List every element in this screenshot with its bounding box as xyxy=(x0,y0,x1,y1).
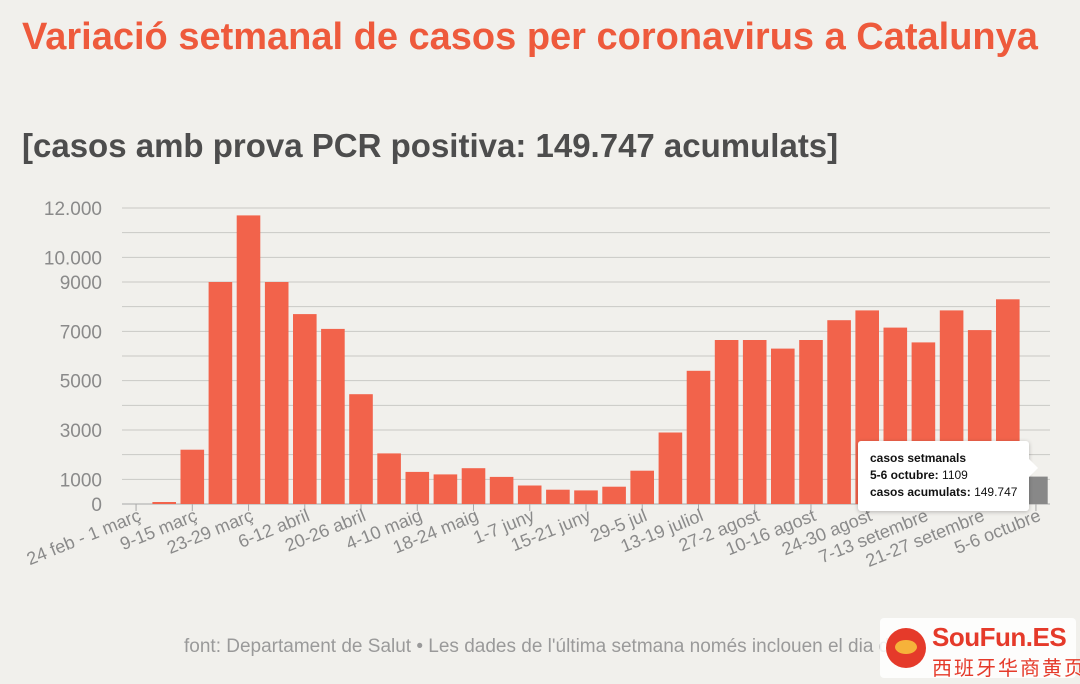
tooltip-title: casos setmanals xyxy=(870,451,967,465)
bar xyxy=(714,340,739,504)
bar xyxy=(405,471,430,504)
y-tick-label: 1000 xyxy=(60,470,102,491)
tooltip-week-label: 5-6 octubre: xyxy=(870,468,939,482)
bar xyxy=(293,314,317,504)
tooltip-cumulative-value: 149.747 xyxy=(974,485,1018,499)
watermark-logo-icon xyxy=(886,628,926,668)
watermark-brand: SouFun.ES xyxy=(932,622,1067,652)
tooltip-cumulative-label: casos acumulats: xyxy=(870,485,971,499)
bar xyxy=(208,282,233,504)
bar xyxy=(517,485,542,504)
chart-title: Variació setmanal de casos per coronavir… xyxy=(22,16,1038,58)
bar xyxy=(742,340,767,504)
y-tick-label: 12.000 xyxy=(44,199,102,220)
bar xyxy=(180,449,205,504)
bar xyxy=(152,502,176,504)
bar xyxy=(236,215,261,504)
bar xyxy=(321,328,345,504)
y-axis-labels: 0 1000 3000 5000 7000 9000 10.000 12.000 xyxy=(44,199,102,516)
chart-subtitle: [casos amb prova PCR positiva: 149.747 a… xyxy=(22,127,839,164)
bar xyxy=(799,340,823,504)
watermark-tagline: 西班牙华商黄页 xyxy=(932,658,1080,680)
y-tick-label: 7000 xyxy=(60,322,102,343)
y-tick-label: 9000 xyxy=(60,273,102,294)
bar xyxy=(602,486,626,504)
bar xyxy=(574,490,598,504)
bar xyxy=(686,370,711,504)
bar xyxy=(546,489,570,504)
bar xyxy=(630,470,654,504)
y-tick-label: 0 xyxy=(91,495,102,516)
y-tick-label: 10.000 xyxy=(44,248,102,269)
bar xyxy=(827,320,851,504)
y-tick-label: 5000 xyxy=(60,372,102,393)
bar xyxy=(433,474,458,504)
bar xyxy=(771,348,795,504)
bar xyxy=(377,453,401,504)
source-note: font: Departament de Salut • Les dades d… xyxy=(184,636,925,657)
y-tick-label: 3000 xyxy=(60,421,102,442)
bar xyxy=(349,394,373,504)
bars xyxy=(152,215,1048,504)
bar xyxy=(1024,476,1048,504)
watermark: SouFun.ES 西班牙华商黄页 xyxy=(880,618,1080,680)
bar xyxy=(489,476,514,504)
tooltip: casos setmanals 5-6 octubre: 1109 casos … xyxy=(858,441,1039,511)
bar xyxy=(658,432,683,504)
tooltip-week-value: 1109 xyxy=(942,468,968,482)
bar xyxy=(264,282,289,504)
bar xyxy=(461,468,486,504)
